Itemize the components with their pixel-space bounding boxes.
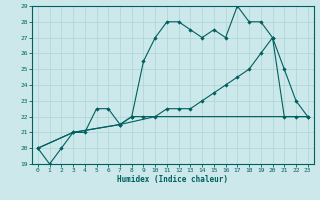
X-axis label: Humidex (Indice chaleur): Humidex (Indice chaleur) bbox=[117, 175, 228, 184]
